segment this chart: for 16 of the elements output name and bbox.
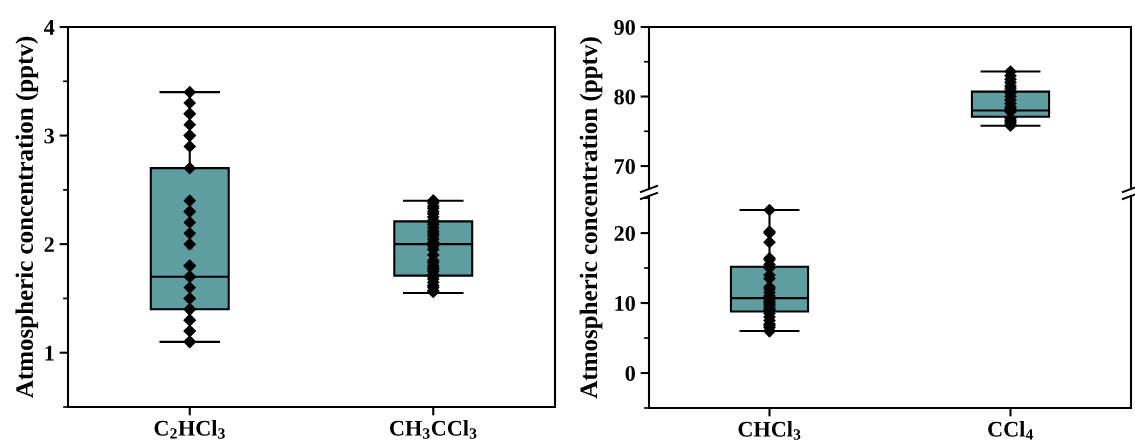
x-tick-label: C$_{2}$HCl$_{3}$	[154, 420, 225, 439]
y-tick-label: 2	[44, 237, 54, 252]
y-tick-label: 80	[614, 89, 635, 105]
y-tick-label: 10	[615, 295, 635, 311]
y-tick-label: 90	[614, 19, 635, 35]
x-tick-label: CHCl$_{3}$	[738, 421, 801, 440]
y-axis-title: Atmospheric concentration (pptv)	[579, 37, 603, 399]
x-tick-label: CCl$_{4}$	[988, 421, 1033, 440]
y-tick-label: 70	[614, 158, 635, 174]
x-tick-label: CH$_{3}$CCl$_{3}$	[390, 420, 477, 439]
y-tick-label: 20	[614, 226, 635, 242]
y-tick-label: 3	[44, 128, 55, 144]
y-axis-title: Atmospheric concentration (pptv)	[15, 36, 39, 398]
y-tick-label: 4	[44, 20, 55, 35]
y-tick-label: 1	[45, 345, 54, 361]
y-tick-label: 0	[625, 365, 635, 381]
